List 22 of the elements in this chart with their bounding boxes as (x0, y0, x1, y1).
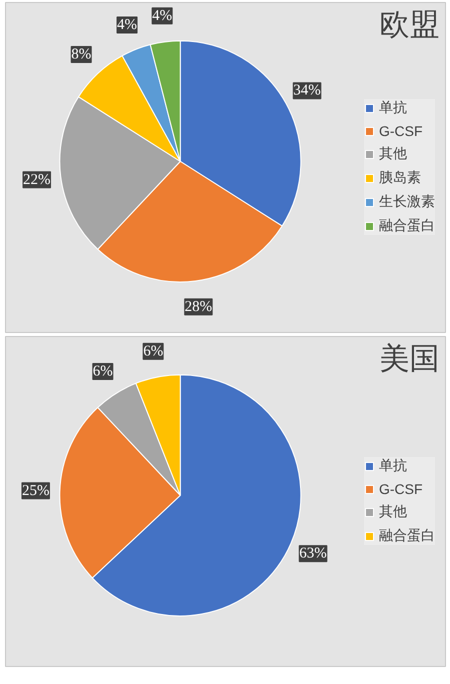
data-label: 25% (22, 482, 50, 499)
data-label: 8% (71, 46, 92, 62)
legend-label: 其他 (379, 145, 407, 163)
data-label: 22% (23, 172, 51, 188)
legend-label: 生长激素 (379, 193, 435, 211)
chart-title: 欧盟 (379, 8, 440, 42)
legend-label: 单抗 (379, 457, 407, 475)
legend-label: 其他 (379, 503, 407, 521)
legend-label: G-CSF (379, 123, 423, 139)
chart-title: 美国 (379, 342, 440, 376)
data-label: 4% (152, 8, 172, 24)
data-label: 6% (92, 364, 113, 380)
legend-label: 胰岛素 (379, 169, 421, 187)
legend-label: 单抗 (379, 99, 407, 117)
data-label: 6% (143, 343, 164, 360)
data-label: 28% (184, 298, 212, 315)
legend-label: 融合蛋白 (379, 217, 435, 235)
data-label: 63% (299, 546, 327, 562)
data-label: 4% (117, 17, 138, 34)
legend-label: G-CSF (379, 481, 423, 497)
legend-label: 融合蛋白 (379, 527, 435, 545)
data-label: 34% (293, 82, 321, 99)
